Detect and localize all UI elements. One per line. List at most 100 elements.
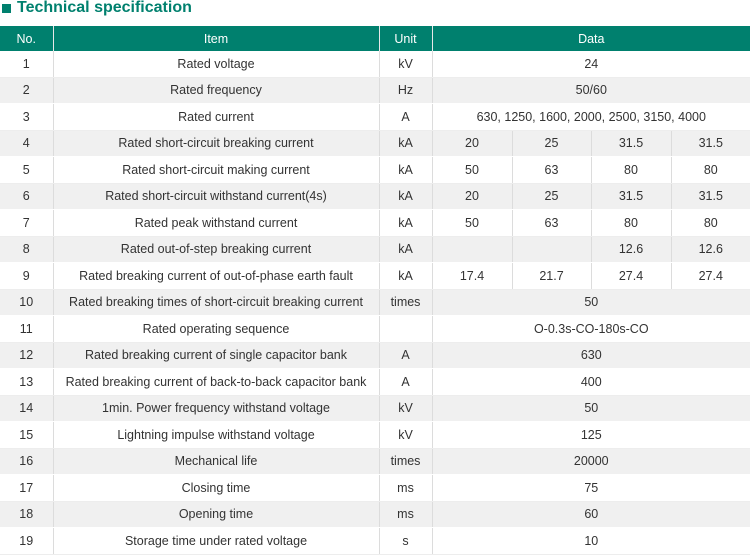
row-unit: kA	[379, 156, 433, 184]
table-row: 4 Rated short-circuit breaking current kA 2…	[0, 130, 750, 157]
header-unit: Unit	[379, 26, 433, 51]
row-number: 7	[0, 209, 54, 237]
table-row: 6 Rated short-circuit withstand current(4…	[0, 183, 750, 210]
row-item: Opening time	[53, 501, 380, 528]
row-item: Rated breaking current of out-of-phase e…	[53, 262, 380, 290]
row-unit: A	[379, 342, 433, 369]
row-data-cell: 21.7	[512, 262, 592, 290]
row-unit: times	[379, 448, 433, 475]
row-unit: kA	[379, 262, 433, 290]
row-data: 24	[432, 51, 750, 78]
row-number: 14	[0, 395, 54, 422]
row-item: Rated operating sequence	[53, 315, 380, 343]
row-number: 4	[0, 130, 54, 157]
row-item: Mechanical life	[53, 448, 380, 475]
row-data-cell: 27.4	[671, 262, 750, 290]
row-data-cell: 12.6	[591, 236, 672, 263]
row-number: 13	[0, 368, 54, 396]
table-row: 13 Rated breaking current of back-to-back…	[0, 368, 750, 396]
table-row: 19 Storage time under rated voltage s 10	[0, 527, 750, 555]
row-data: 60	[432, 501, 750, 528]
row-item: Rated short-circuit making current	[53, 156, 380, 184]
row-unit: s	[379, 527, 433, 555]
row-data-cell: 25	[512, 130, 592, 157]
row-data-cell: 63	[512, 156, 592, 184]
row-data: 50/60	[432, 77, 750, 104]
square-bullet-icon	[2, 4, 11, 13]
row-number: 1	[0, 51, 54, 78]
table-row: 11 Rated operating sequence O-0.3s-CO-180s…	[0, 315, 750, 343]
row-data: 50	[432, 289, 750, 316]
row-data-cell: 80	[671, 156, 750, 184]
table-row: 15 Lightning impulse withstand voltage kV 1…	[0, 421, 750, 449]
row-data: 50	[432, 395, 750, 422]
row-data: 75	[432, 474, 750, 502]
row-number: 8	[0, 236, 54, 263]
row-number: 18	[0, 501, 54, 528]
table-row: 17 Closing time ms 75	[0, 474, 750, 502]
row-unit	[379, 315, 433, 343]
row-data-cell: 31.5	[591, 183, 672, 210]
row-data-cell: 17.4	[432, 262, 513, 290]
row-unit: ms	[379, 474, 433, 502]
row-number: 3	[0, 103, 54, 131]
row-item: Rated voltage	[53, 51, 380, 78]
row-data: 630, 1250, 1600, 2000, 2500, 3150, 4000	[432, 103, 750, 131]
row-unit: kA	[379, 183, 433, 210]
row-unit: ms	[379, 501, 433, 528]
table-row: 2 Rated frequency Hz 50/60	[0, 77, 750, 104]
row-number: 2	[0, 77, 54, 104]
row-data: 125	[432, 421, 750, 449]
row-item: Rated frequency	[53, 77, 380, 104]
table-header-row: No. Item Unit Data	[0, 26, 750, 51]
section-header: Technical specification	[0, 0, 750, 24]
row-data-cell: 80	[591, 209, 672, 237]
row-data-cell	[512, 236, 592, 263]
row-item: Rated out-of-step breaking current	[53, 236, 380, 263]
row-item: Rated peak withstand current	[53, 209, 380, 237]
row-number: 6	[0, 183, 54, 210]
row-item: Rated breaking current of single capacit…	[53, 342, 380, 369]
spec-table: No. Item Unit Data 1 Rated voltage kV 24 2 Ra…	[0, 26, 750, 555]
row-data-cell: 80	[671, 209, 750, 237]
row-number: 5	[0, 156, 54, 184]
row-unit: kV	[379, 395, 433, 422]
row-data-cell: 12.6	[671, 236, 750, 263]
section-title: Technical specification	[17, 0, 192, 16]
table-row: 8 Rated out-of-step breaking current kA 12.…	[0, 236, 750, 263]
row-unit: kV	[379, 421, 433, 449]
row-unit: A	[379, 103, 433, 131]
row-number: 11	[0, 315, 54, 343]
table-row: 1 Rated voltage kV 24	[0, 51, 750, 78]
row-data-cell	[432, 236, 513, 263]
row-data-cell: 63	[512, 209, 592, 237]
table-row: 14 1min. Power frequency withstand voltag…	[0, 395, 750, 422]
row-unit: Hz	[379, 77, 433, 104]
row-item: Storage time under rated voltage	[53, 527, 380, 555]
table-row: 9 Rated breaking current of out-of-phase …	[0, 262, 750, 290]
row-data: 10	[432, 527, 750, 555]
table-row: 16 Mechanical life times 20000	[0, 448, 750, 475]
row-data-cell: 25	[512, 183, 592, 210]
row-data-cell: 27.4	[591, 262, 672, 290]
row-number: 12	[0, 342, 54, 369]
header-data: Data	[432, 26, 750, 51]
header-item: Item	[53, 26, 380, 51]
row-item: Lightning impulse withstand voltage	[53, 421, 380, 449]
row-data-cell: 20	[432, 183, 513, 210]
table-body: 1 Rated voltage kV 24 2 Rated frequency Hz 50/6…	[0, 51, 750, 555]
row-data: 20000	[432, 448, 750, 475]
row-data-cell: 31.5	[671, 183, 750, 210]
row-data-cell: 50	[432, 209, 513, 237]
row-item: Rated short-circuit breaking current	[53, 130, 380, 157]
row-unit: kA	[379, 236, 433, 263]
row-number: 15	[0, 421, 54, 449]
row-unit: kV	[379, 51, 433, 78]
header-no: No.	[0, 26, 54, 51]
row-unit: times	[379, 289, 433, 316]
table-row: 5 Rated short-circuit making current kA 50 6…	[0, 156, 750, 184]
table-row: 10 Rated breaking times of short-circuit …	[0, 289, 750, 316]
row-number: 19	[0, 527, 54, 555]
row-number: 17	[0, 474, 54, 502]
row-item: Rated short-circuit withstand current(4s…	[53, 183, 380, 210]
